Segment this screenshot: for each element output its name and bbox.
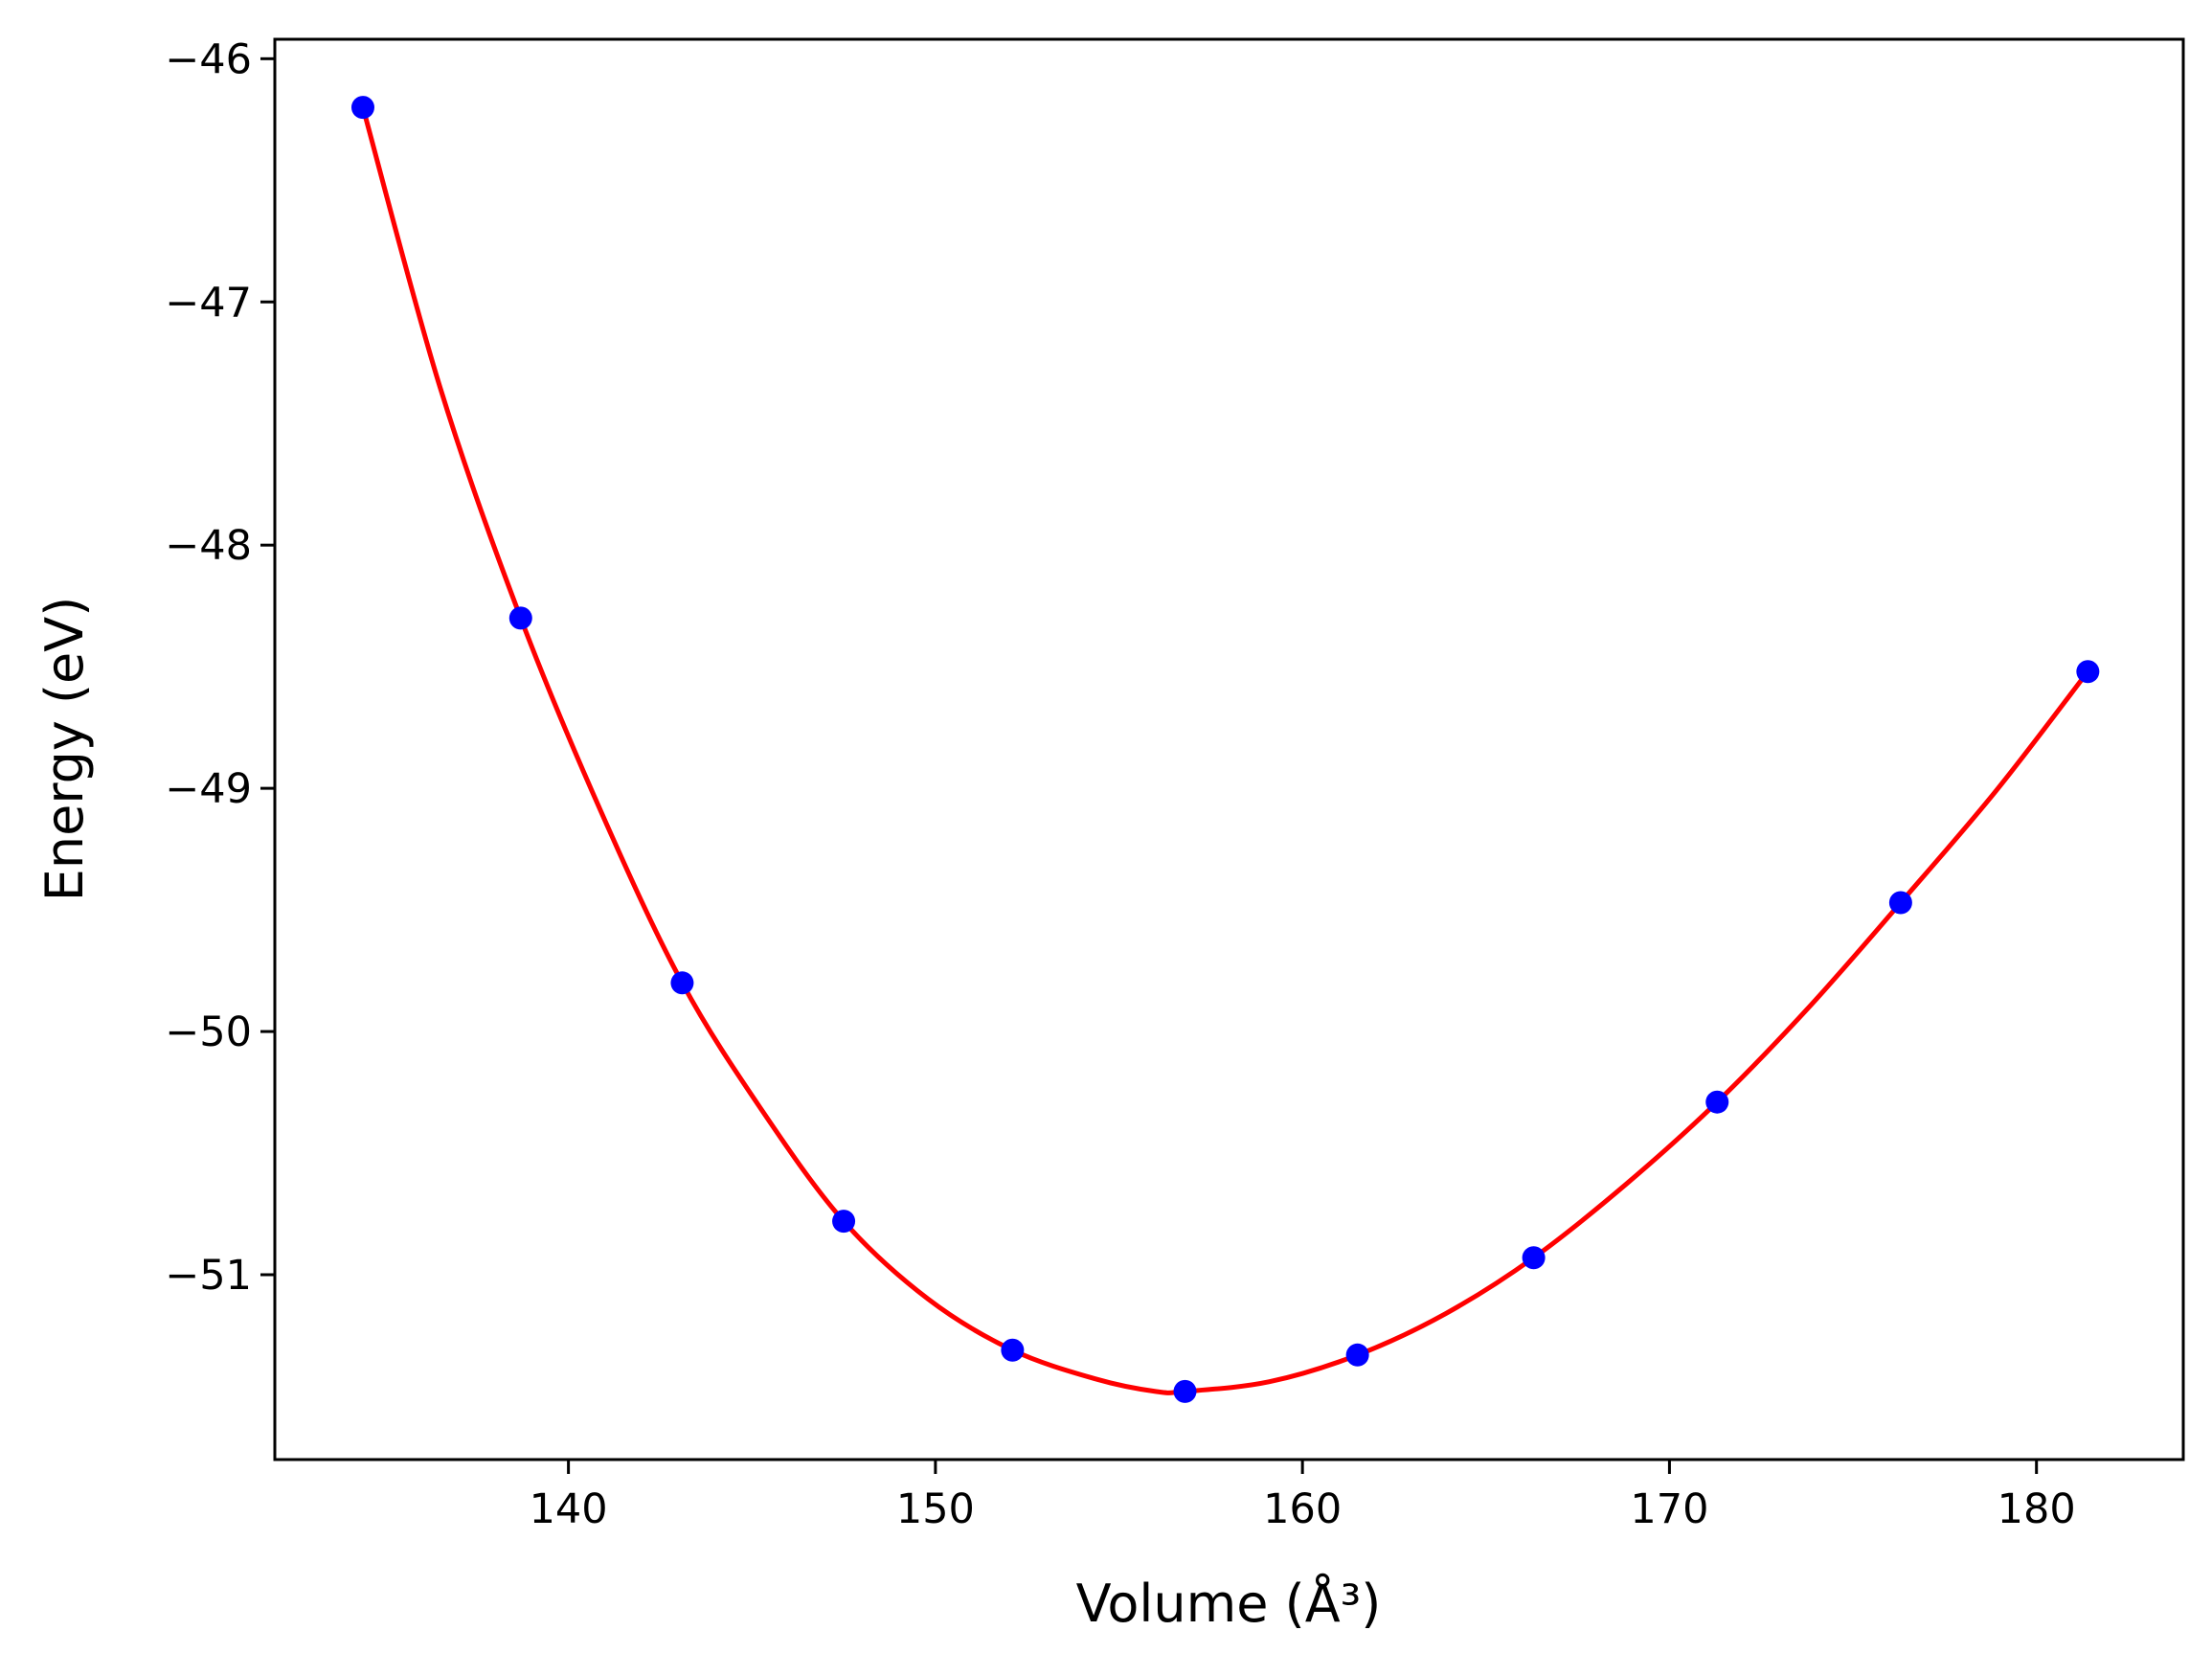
fit-curve-line: [360, 106, 2090, 1395]
y-axis-label: Energy (eV): [34, 597, 95, 902]
y-tick-label: −50: [165, 1008, 252, 1056]
x-tick-label: 160: [1263, 1485, 1342, 1533]
x-tick-label: 140: [530, 1485, 608, 1533]
x-tick-label: 180: [1998, 1485, 2076, 1533]
data-point: [670, 971, 694, 995]
y-tick-label: −46: [165, 35, 252, 83]
y-tick-label: −49: [165, 765, 252, 813]
data-point: [1888, 891, 1912, 915]
plot-frame: [273, 37, 2185, 1461]
data-point: [1001, 1338, 1025, 1362]
y-tick-label: −47: [165, 279, 252, 327]
y-tick-label: −51: [165, 1252, 252, 1300]
y-tick-label: −48: [165, 522, 252, 570]
data-point: [832, 1210, 856, 1234]
data-point: [508, 606, 532, 630]
x-tick-label: 150: [896, 1485, 975, 1533]
data-point: [2076, 660, 2100, 684]
x-axis-label: Volume (Å³): [1076, 1573, 1382, 1634]
data-point: [1522, 1246, 1546, 1270]
data-point: [1345, 1343, 1369, 1367]
x-axis-ticks: 140 150 160 170 180: [530, 1460, 2076, 1533]
data-point: [1173, 1379, 1197, 1403]
series-layer: [350, 96, 2100, 1403]
y-axis-ticks: −46 −47 −48 −49 −50 −51: [165, 35, 275, 1300]
x-tick-label: 170: [1630, 1485, 1708, 1533]
data-point: [1705, 1090, 1729, 1114]
data-point: [350, 96, 374, 120]
